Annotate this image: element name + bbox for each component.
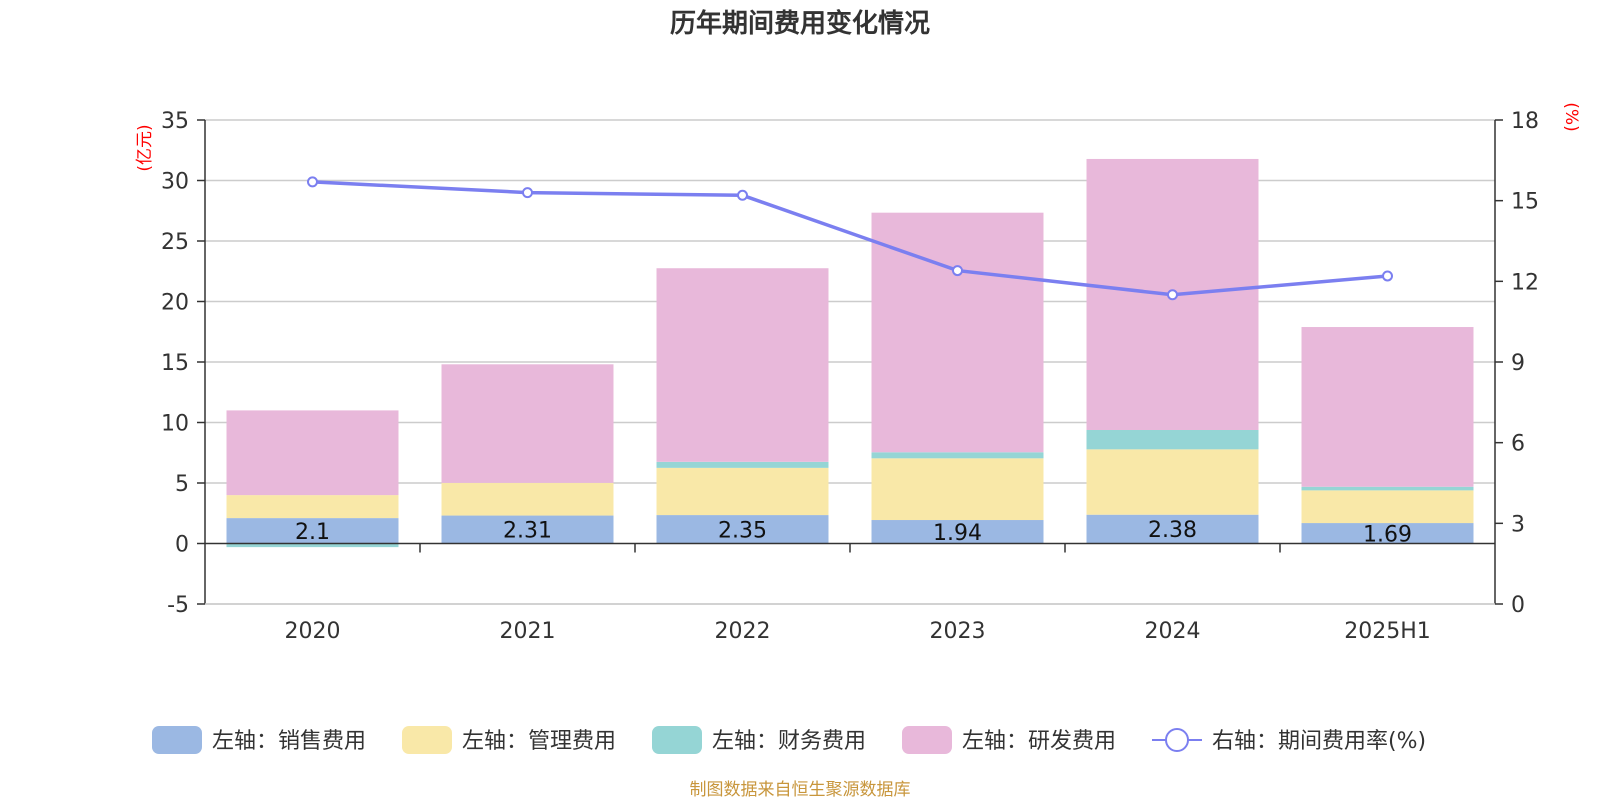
bar: [1301, 327, 1474, 487]
bar: [226, 518, 399, 544]
bar: [871, 458, 1044, 521]
rate-point: [1167, 289, 1178, 301]
bar: [871, 452, 1044, 459]
left-tick-label: 30: [161, 170, 189, 195]
bar: [1301, 490, 1474, 524]
category-label: 2021: [500, 619, 556, 644]
legend-swatch: [902, 726, 952, 754]
rate-point: [522, 187, 533, 199]
rate-point: [952, 265, 963, 277]
data-label: 1.69: [1363, 522, 1412, 547]
legend-swatch: [652, 726, 702, 754]
bar: [871, 520, 1044, 544]
bar: [1301, 486, 1474, 491]
bar: [226, 543, 399, 548]
grid-lines: [205, 119, 1495, 605]
bar: [871, 212, 1044, 453]
right-tick-label: 18: [1511, 109, 1539, 134]
left-tick-label: 20: [161, 291, 189, 316]
category-label: 2024: [1145, 619, 1201, 644]
bar: [656, 515, 829, 544]
category-label: 2022: [715, 619, 771, 644]
category-label: 2023: [930, 619, 986, 644]
bar: [1086, 449, 1259, 515]
rate-point: [737, 189, 748, 201]
left-tick-label: -5: [167, 593, 189, 618]
legend-label: 左轴：销售费用: [212, 729, 366, 754]
bar: [226, 410, 399, 496]
bar: [1086, 514, 1259, 544]
category-label: 2020: [285, 619, 341, 644]
right-tick-label: 6: [1511, 432, 1525, 457]
right-axis-unit: (%): [1561, 102, 1581, 131]
left-axis-unit: (亿元): [135, 124, 155, 171]
rate-point: [307, 176, 318, 188]
bar: [1086, 430, 1259, 450]
left-tick-label: 35: [161, 109, 189, 134]
right-tick-label: 12: [1511, 270, 1539, 295]
bar: [656, 467, 829, 516]
chart-title: 历年期间费用变化情况: [670, 8, 930, 39]
right-tick-label: 15: [1511, 190, 1539, 215]
bar: [656, 461, 829, 468]
bar: [441, 364, 614, 483]
line-series: [307, 176, 1393, 301]
rate-line: [312, 180, 1388, 297]
bar: [226, 495, 399, 519]
data-label: 2.35: [718, 518, 767, 543]
bar: [656, 268, 829, 462]
rate-point: [1382, 270, 1393, 282]
left-tick-label: 25: [161, 230, 189, 255]
legend-label: 左轴：财务费用: [712, 729, 866, 754]
bar: [441, 515, 614, 544]
data-label: 1.94: [933, 521, 982, 546]
data-labels: 2.1 2.31 2.35 1.94 2.38 1.69: [295, 518, 1412, 547]
left-tick-label: 0: [175, 533, 189, 558]
legend-label: 右轴：期间费用率(%): [1212, 729, 1426, 754]
bar: [441, 482, 614, 516]
bar-series: [226, 158, 1474, 548]
legend-swatch: [152, 726, 202, 754]
right-tick-label: 9: [1511, 351, 1525, 376]
left-tick-label: 10: [161, 412, 189, 437]
bar: [1301, 523, 1474, 544]
left-tick-label: 15: [161, 351, 189, 376]
data-label: 2.31: [503, 519, 552, 544]
legend: 左轴：销售费用 左轴：管理费用 左轴：财务费用 左轴：研发费用 右轴：期间费用率(%): [152, 726, 1426, 754]
right-tick-label: 0: [1511, 593, 1525, 618]
data-label: 2.1: [295, 520, 330, 545]
right-tick-label: 3: [1511, 512, 1525, 537]
legend-label: 左轴：研发费用: [962, 729, 1116, 754]
source-note: 制图数据来自恒生聚源数据库: [690, 780, 911, 800]
legend-label: 左轴：管理费用: [462, 729, 616, 754]
legend-marker: [1165, 728, 1189, 752]
data-label: 2.38: [1148, 518, 1197, 543]
left-tick-label: 5: [175, 472, 189, 497]
category-label: 2025H1: [1344, 619, 1431, 644]
legend-swatch: [402, 726, 452, 754]
axes: -5 0 5 10 15 20 25 30 35 0 3 6 9 12 15 18 2020 2021 2022 20…: [161, 109, 1539, 644]
